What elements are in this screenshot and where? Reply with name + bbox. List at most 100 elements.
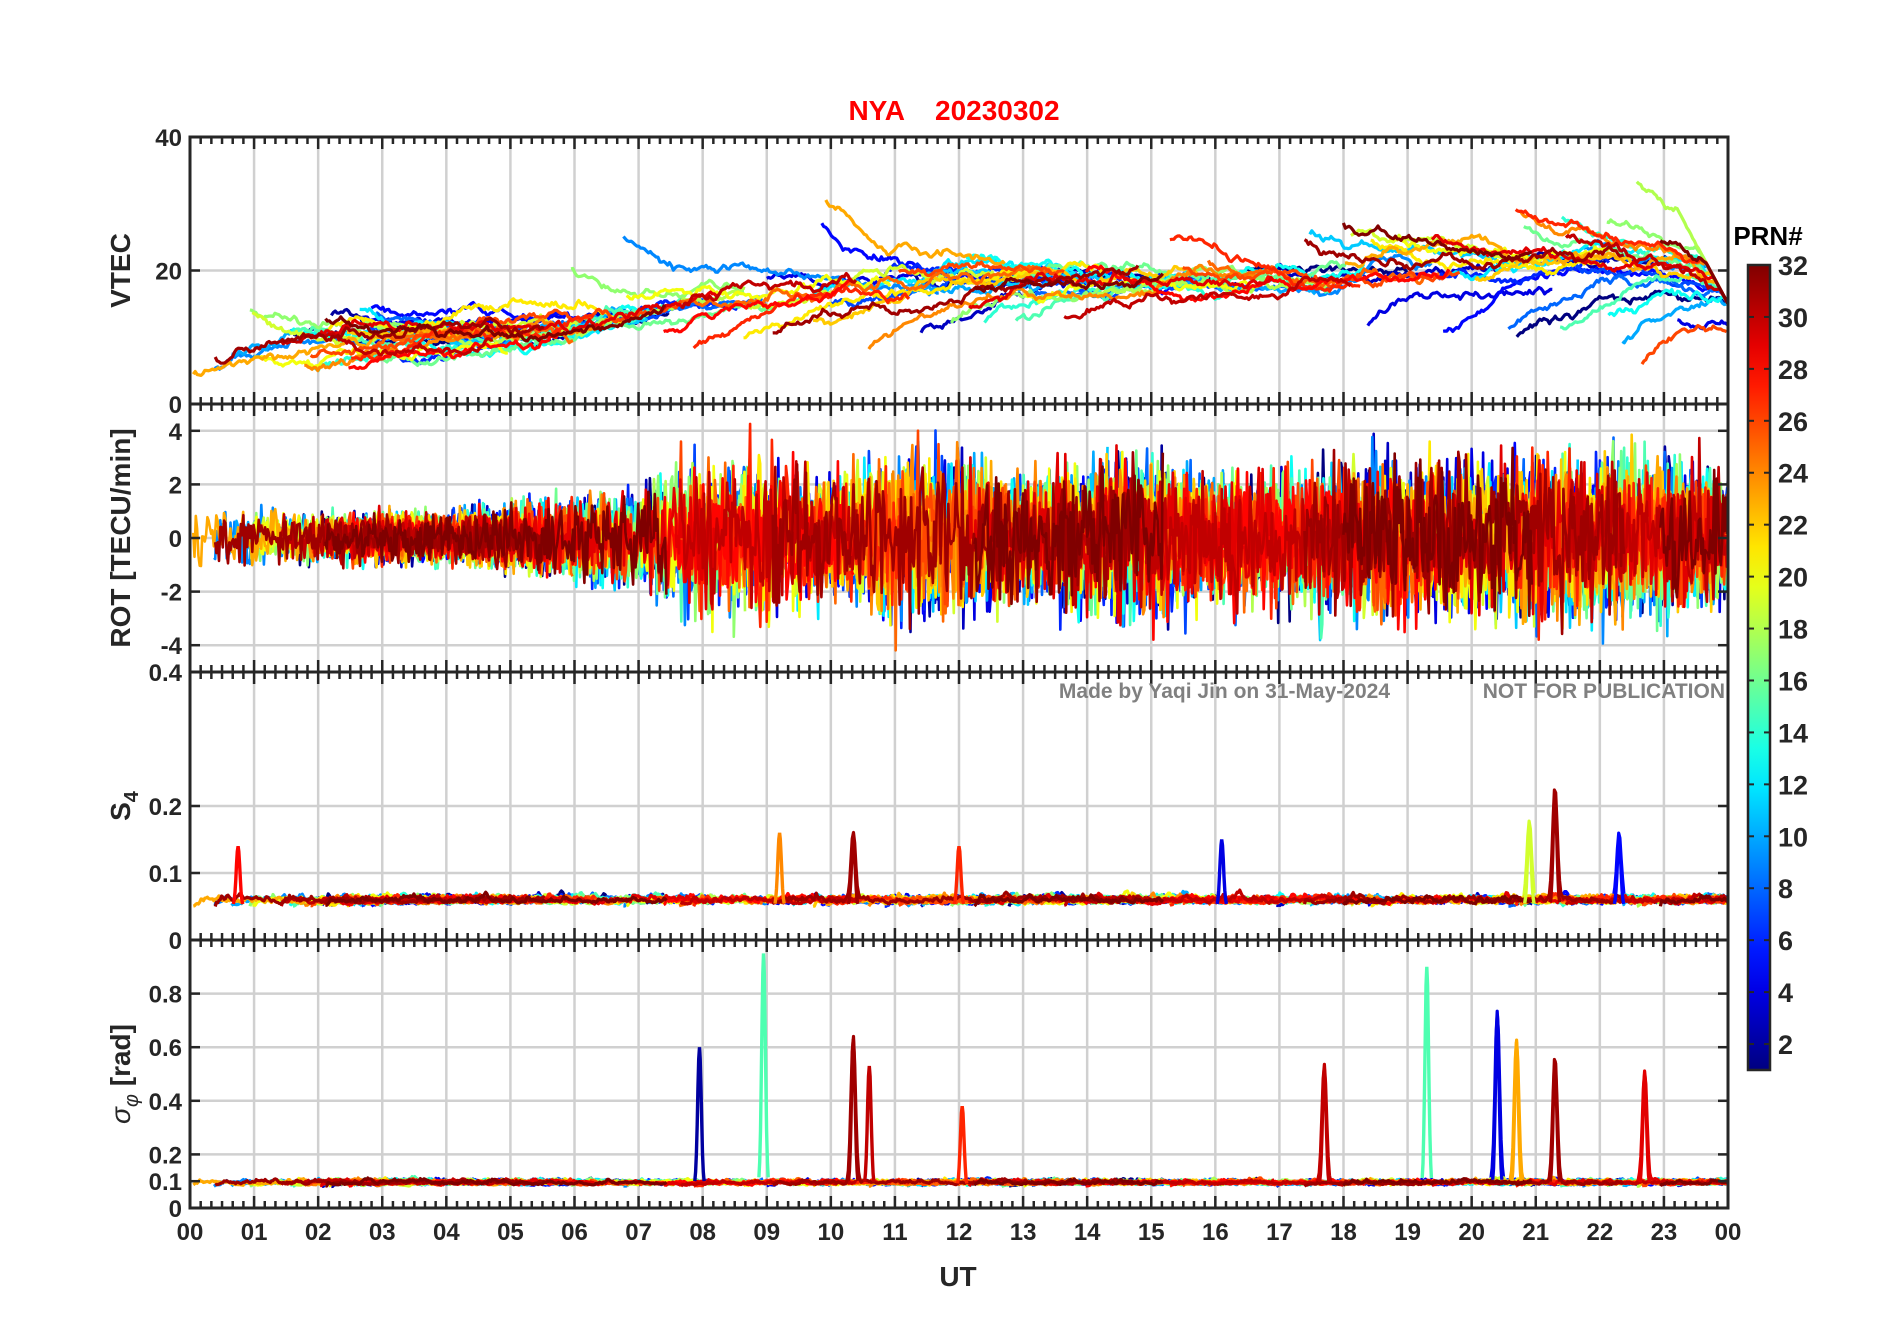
colorbar-tick-label: 2 xyxy=(1778,1030,1793,1060)
x-tick-label: 22 xyxy=(1586,1219,1613,1246)
prn-series-line xyxy=(772,264,1140,335)
prn-series-line xyxy=(1564,436,1728,624)
y-tick-label: 2 xyxy=(169,472,182,499)
x-tick-label: 19 xyxy=(1394,1219,1421,1246)
figure-title-station: NYA xyxy=(848,95,905,126)
peak-mark xyxy=(773,832,786,904)
prn-series-line xyxy=(1366,285,1553,327)
panel-vtec: 0 20 40 VTEC xyxy=(105,125,1730,419)
prn-series-line xyxy=(324,490,668,595)
prn-series-line xyxy=(622,235,939,297)
prn-series-line xyxy=(1062,457,1353,616)
prn-series-line xyxy=(324,304,666,343)
colorbar-tick-label: 6 xyxy=(1778,926,1793,956)
x-tick-label: 06 xyxy=(561,1219,588,1246)
colorbar-tick-label: 14 xyxy=(1778,718,1808,748)
watermark-author: Made by Yaqi Jin on 31-May-2024 xyxy=(1059,680,1390,703)
prn-series-line xyxy=(692,285,911,350)
peak-mark xyxy=(1420,966,1434,1179)
colorbar-gradient xyxy=(1746,263,1772,1072)
x-tick-label: 10 xyxy=(817,1219,844,1246)
y-tick-label: -2 xyxy=(161,580,182,607)
y-tick-label: 40 xyxy=(155,125,182,152)
x-tick-label: 13 xyxy=(1010,1219,1037,1246)
x-tick-label: 12 xyxy=(946,1219,973,1246)
prn-series-line xyxy=(897,260,1065,278)
colorbar-tick-label: 28 xyxy=(1778,355,1808,385)
prn-series-line xyxy=(1658,893,1728,907)
colorbar-tick-label: 18 xyxy=(1778,615,1808,645)
panel-rot: -4 -2 0 2 4 ROT [TECU/min] xyxy=(105,402,1730,674)
y-tick-label: 0.4 xyxy=(149,1089,183,1116)
prn-series-line xyxy=(1607,287,1728,318)
x-tick-label: 07 xyxy=(625,1219,652,1246)
x-tick-label: 16 xyxy=(1202,1219,1229,1246)
prn-series-line xyxy=(824,199,1006,266)
y-tick-label: 0.2 xyxy=(149,1142,182,1169)
prn-series-line xyxy=(772,1034,1140,1187)
y-axis-label: VTEC xyxy=(105,233,136,308)
peak-mark xyxy=(1491,1014,1504,1180)
prn-series-line xyxy=(1341,222,1532,262)
prn-series-line xyxy=(309,299,683,359)
prn-series-line xyxy=(1303,238,1625,272)
peak-mark xyxy=(1548,1060,1562,1182)
y-tick-label: 0.2 xyxy=(149,794,182,821)
x-tick-label: 18 xyxy=(1330,1219,1357,1246)
x-tick-label: 05 xyxy=(497,1219,524,1246)
y-tick-label: 0.1 xyxy=(149,861,182,888)
colorbar-tick-label: 32 xyxy=(1778,251,1808,281)
x-tick-label: 00 xyxy=(177,1219,204,1246)
series-vtec xyxy=(191,180,1728,377)
prn-series-line xyxy=(1169,234,1361,293)
colorbar-tick-label: 24 xyxy=(1778,459,1808,489)
y-tick-label: 20 xyxy=(155,259,182,286)
x-tick-label: 23 xyxy=(1651,1219,1678,1246)
x-ticks-sigma_phi xyxy=(188,940,1730,1208)
y-tick-label: 0 xyxy=(169,526,182,553)
prn-series-line xyxy=(748,263,1031,311)
x-tick-label: 09 xyxy=(753,1219,780,1246)
colorbar-tick-label: 22 xyxy=(1778,511,1808,541)
peak-mark xyxy=(846,839,860,905)
x-tick-label: 08 xyxy=(689,1219,716,1246)
peak-mark xyxy=(1638,1073,1651,1183)
prn-series-line xyxy=(1514,208,1728,304)
colorbar-tick-label: 4 xyxy=(1778,978,1793,1008)
series-sigma_phi xyxy=(192,953,1728,1189)
x-tick-label: 04 xyxy=(433,1219,460,1246)
series-s4 xyxy=(192,788,1728,908)
peak-mark xyxy=(955,1106,969,1184)
prn-series-line xyxy=(1659,239,1728,304)
y-axis-label: σφ [rad] xyxy=(105,1024,143,1124)
watermark-notice: NOT FOR PUBLICATION xyxy=(1483,680,1725,703)
colorbar-tick-label: 10 xyxy=(1778,822,1808,852)
prn-series-line xyxy=(1366,1009,1553,1187)
prn-series-line xyxy=(1431,1069,1728,1188)
prn-series-line xyxy=(921,264,1109,287)
x-tick-label: 01 xyxy=(241,1219,268,1246)
peak-mark xyxy=(693,1047,706,1182)
prn-series-line xyxy=(1342,894,1534,906)
x-tick-label: 03 xyxy=(369,1219,396,1246)
prn-series-line xyxy=(1640,323,1728,365)
prn-series-line xyxy=(771,450,1141,631)
peak-mark xyxy=(1318,1068,1331,1183)
prn-series-line xyxy=(677,264,1057,308)
peak-mark xyxy=(846,1039,860,1181)
y-axis-label: S4 xyxy=(105,790,143,821)
prn-series-line xyxy=(319,290,719,337)
y-tick-label: 0.8 xyxy=(149,982,182,1009)
series-rot xyxy=(192,422,1728,652)
peak-mark xyxy=(1612,839,1626,905)
peak-mark xyxy=(231,845,245,905)
prn-series-line xyxy=(973,1177,1164,1187)
panel-sigma_phi: 00.10.2 0.4 0.6 0.8σφ [rad] xyxy=(105,938,1730,1223)
prn-series-line xyxy=(1659,1178,1728,1187)
x-tick-label: 14 xyxy=(1074,1219,1101,1246)
y-tick-label: 0 xyxy=(169,1196,182,1223)
prn-series-line xyxy=(973,272,1165,293)
x-tick-label: 11 xyxy=(882,1219,907,1246)
